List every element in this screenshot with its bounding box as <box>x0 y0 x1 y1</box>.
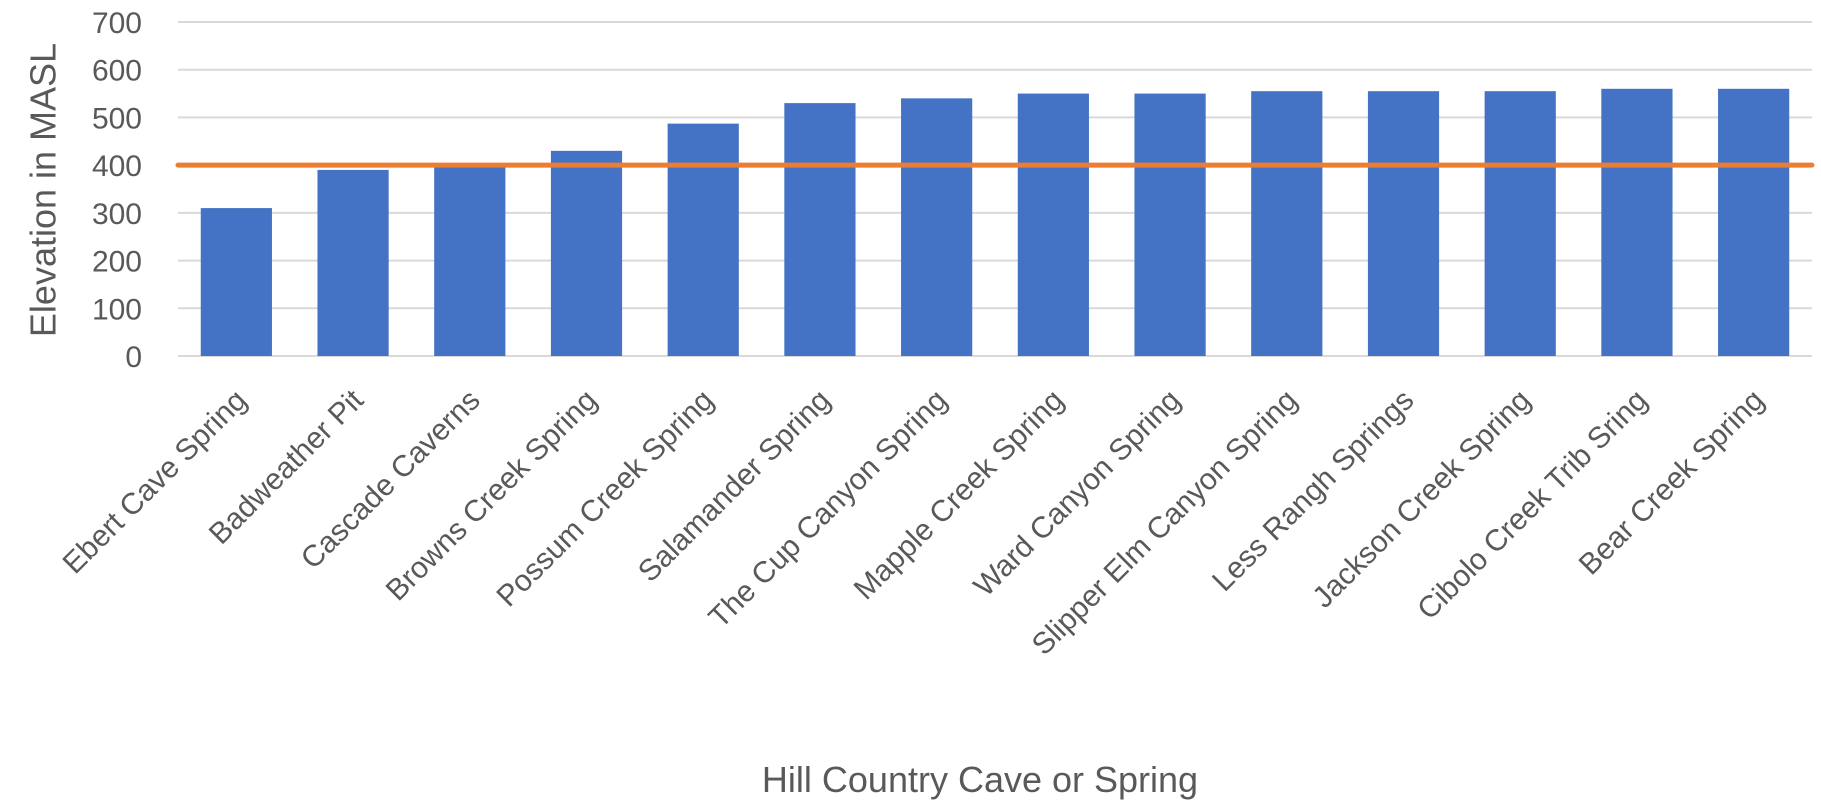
y-tick-label: 700 <box>92 7 142 40</box>
bar <box>1718 88 1790 357</box>
bar <box>434 166 506 356</box>
x-axis-title: Hill Country Cave or Spring <box>762 759 1198 800</box>
y-axis-title: Elevation in MASL <box>23 43 64 337</box>
x-category-label: Mapple Creek Spring <box>848 384 1071 607</box>
y-axis-ticks: 0 100 200 300 400 500 600 700 <box>92 7 142 374</box>
gridlines <box>178 21 1812 357</box>
bar <box>1134 93 1206 357</box>
y-tick-label: 0 <box>125 341 142 374</box>
x-category-label: Salamander Spring <box>632 384 837 589</box>
y-tick-label: 400 <box>92 150 142 183</box>
x-category-label: Less Rangh Springs <box>1206 384 1420 598</box>
bar <box>1484 91 1556 356</box>
bar <box>784 103 856 356</box>
y-tick-label: 600 <box>92 55 142 88</box>
y-tick-label: 100 <box>92 293 142 326</box>
bar <box>1017 93 1089 357</box>
bar <box>1251 91 1323 356</box>
bar <box>1601 88 1673 357</box>
x-category-label: Cibolo Creek Trib Sring <box>1411 384 1654 627</box>
bar <box>1367 91 1440 356</box>
bar <box>550 150 623 356</box>
bar <box>200 208 272 356</box>
y-tick-label: 200 <box>92 246 142 279</box>
y-tick-label: 500 <box>92 102 142 135</box>
x-category-label: Ebert Cave Spring <box>57 384 254 581</box>
y-tick-label: 300 <box>92 198 142 231</box>
x-category-label: Browns Creek Spring <box>380 384 604 608</box>
x-category-label: Ward Canyon Spring <box>968 384 1187 603</box>
bar <box>667 123 739 356</box>
bar <box>901 98 973 356</box>
x-category-label: Possum Creek Spring <box>490 384 720 614</box>
x-category-label: The Cup Canyon Spring <box>703 384 954 635</box>
bars <box>200 88 1790 357</box>
bar <box>317 169 389 356</box>
x-category-label: Jackson Creek Spring <box>1306 384 1537 615</box>
